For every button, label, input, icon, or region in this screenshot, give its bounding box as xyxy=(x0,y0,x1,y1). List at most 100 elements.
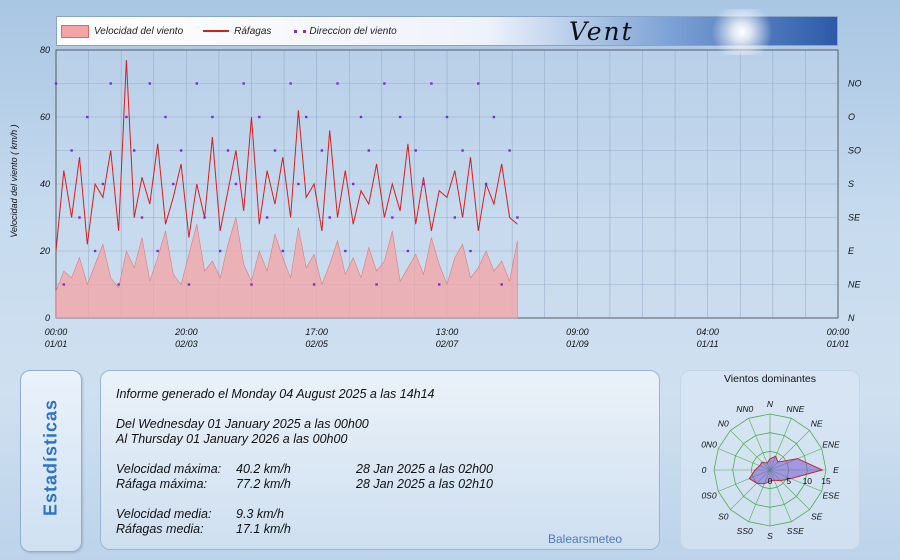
rose-direction-label: NNE xyxy=(786,404,804,414)
y-axis-label: Velocidad del viento ( km/h ) xyxy=(9,124,19,238)
direction-swatch xyxy=(294,29,298,33)
avg-speed-label: Velocidad media: xyxy=(116,507,212,521)
direction-point xyxy=(383,82,386,85)
legend-direction: Direccion del viento xyxy=(291,25,397,37)
direction-point xyxy=(140,216,144,219)
y2-tick-label: NO xyxy=(848,79,862,89)
direction-point xyxy=(453,216,456,219)
rose-direction-label: ENE xyxy=(822,440,840,450)
rose-direction-label: SE xyxy=(811,512,823,522)
max-speed-date: 28 Jan 2025 a las 02h00 xyxy=(356,462,493,476)
direction-point xyxy=(469,249,472,253)
y2-tick-label: E xyxy=(848,246,855,256)
rose-direction-label: SS0 xyxy=(737,526,753,536)
direction-point xyxy=(406,249,410,253)
direction-point xyxy=(133,149,136,152)
direction-point xyxy=(492,115,496,119)
direction-point xyxy=(187,283,191,286)
rose-direction-label: NE xyxy=(811,418,823,428)
rose-direction-label: 0 xyxy=(702,465,707,475)
rose-ring-label: 15 xyxy=(821,476,831,486)
rose-ring-label: 10 xyxy=(803,476,813,486)
direction-point xyxy=(219,249,222,253)
direction-point xyxy=(273,149,277,152)
direction-point xyxy=(70,149,73,152)
direction-point xyxy=(195,82,198,85)
legend-gust: Ráfagas xyxy=(203,26,271,37)
stats-tab-label: Estadísticas xyxy=(40,398,61,517)
direction-point xyxy=(148,82,151,85)
direction-point xyxy=(281,249,284,253)
max-gust-date: 28 Jan 2025 a las 02h10 xyxy=(356,477,493,491)
direction-point xyxy=(234,182,238,186)
direction-point xyxy=(367,149,370,152)
gust-swatch xyxy=(203,30,230,32)
x-tick-time: 00:00 xyxy=(45,327,68,337)
direction-point xyxy=(398,115,402,119)
wind-rose-title: Vientos dominantes xyxy=(723,373,817,385)
speed-swatch xyxy=(61,24,89,38)
direction-point xyxy=(250,283,253,286)
legend-direction-label: Direccion del viento xyxy=(309,25,397,37)
wind-rose: N NNE NE ENE E ESE SE SSE S SS0 S0 0S0 0 0N0 N0 NN0 0 5 10… xyxy=(701,399,840,541)
rose-ring-label: 5 xyxy=(786,476,791,486)
rose-direction-label: NN0 xyxy=(736,404,753,414)
max-speed-label: Velocidad máxima: xyxy=(116,462,222,476)
rose-spoke xyxy=(748,418,771,471)
y2-tick-label: N xyxy=(848,313,855,323)
rose-direction-label: E xyxy=(833,465,839,475)
direction-point xyxy=(422,182,425,186)
rose-direction-label: N0 xyxy=(718,418,729,428)
x-tick-time: 13:00 xyxy=(436,327,459,337)
y2-tick-label: S xyxy=(848,179,854,189)
wind-rose-panel: Vientos dominantes N NNE NE ENE E ESE SE SSE S SS… xyxy=(680,370,860,550)
rose-data-polygon xyxy=(748,455,824,485)
direction-point xyxy=(156,249,159,253)
rose-direction-label: N xyxy=(767,399,774,409)
rose-direction-label: S xyxy=(767,531,773,541)
report-to: Al Thursday 01 January 2026 a las 00h00 xyxy=(116,432,348,446)
x-tick-date: 01/01 xyxy=(827,339,850,349)
y2-tick-label: NE xyxy=(848,280,861,290)
direction-point xyxy=(305,115,308,119)
direction-point xyxy=(344,249,347,253)
x-tick-date: 01/01 xyxy=(45,339,68,349)
direction-point xyxy=(336,82,339,85)
chart-legend: Velocidad del viento Ráfagas Direccion d… xyxy=(61,17,417,45)
x-tick-time: 17:00 xyxy=(305,327,328,337)
stats-tab[interactable]: Estadísticas xyxy=(20,370,82,552)
direction-point xyxy=(375,283,378,286)
x-tick-time: 04:00 xyxy=(696,327,719,337)
rose-direction-label: ESE xyxy=(822,490,839,500)
direction-point xyxy=(359,115,363,119)
x-tick-time: 00:00 xyxy=(827,327,850,337)
direction-point xyxy=(320,149,324,152)
direction-point xyxy=(500,283,503,286)
direction-point xyxy=(179,149,183,152)
avg-speed-value: 9.3 km/h xyxy=(236,507,284,521)
rose-direction-label: 0N0 xyxy=(701,440,717,450)
direction-point xyxy=(430,82,433,85)
legend-gust-label: Ráfagas xyxy=(234,25,272,37)
legend-band: Velocidad del viento Ráfagas Direccion d… xyxy=(56,9,838,55)
y-tick-label: 80 xyxy=(40,45,50,55)
direction-point xyxy=(93,249,97,253)
wind-chart: 0 20 40 60 80 N NE E SE S SO O NO 00:00 01/01 20:00 02/0… xyxy=(39,45,862,349)
direction-point xyxy=(328,216,331,219)
direction-point xyxy=(508,149,511,152)
direction-point xyxy=(258,115,261,119)
direction-point xyxy=(297,182,300,186)
direction-point xyxy=(62,283,65,286)
y-tick-label: 40 xyxy=(40,179,50,189)
avg-gust-value: 17.1 km/h xyxy=(236,522,291,536)
rose-direction-label: SSE xyxy=(787,526,804,536)
report-panel: Informe generado el Monday 04 August 202… xyxy=(100,370,660,550)
direction-point xyxy=(484,182,488,186)
y-tick-label: 0 xyxy=(45,313,50,323)
direction-point xyxy=(125,115,128,119)
x-tick-date: 02/07 xyxy=(436,339,460,349)
rose-direction-label: S0 xyxy=(718,512,729,522)
gust-line-series xyxy=(55,60,518,252)
avg-gust-label: Ráfagas media: xyxy=(116,522,204,536)
